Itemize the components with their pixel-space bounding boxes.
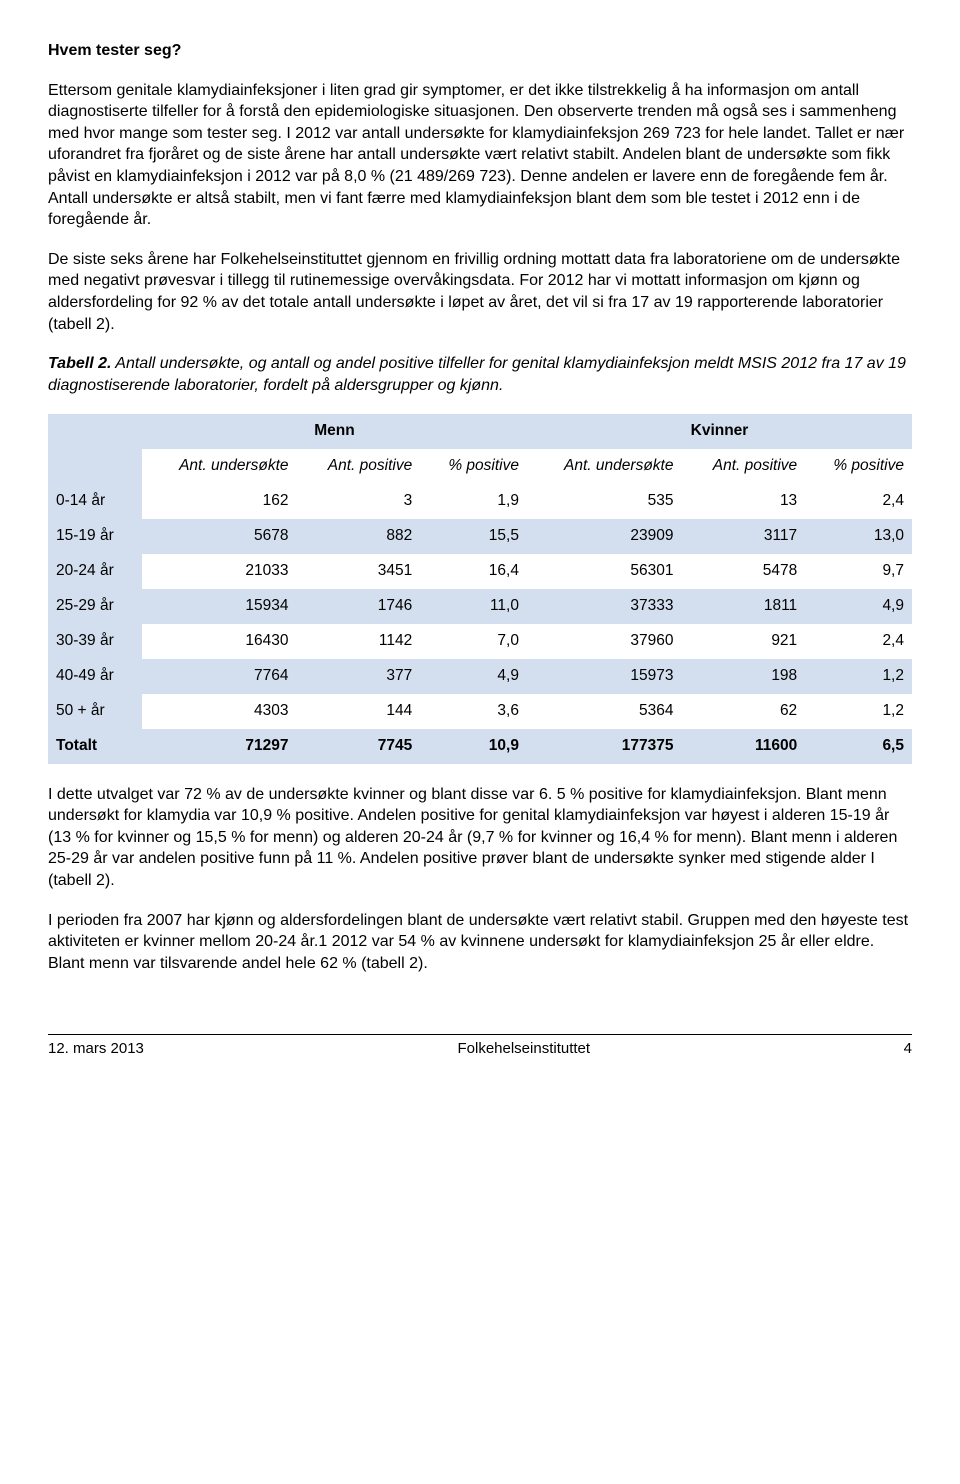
row-label: 25-29 år: [48, 589, 142, 624]
sub-header-3: Ant. undersøkte: [527, 449, 682, 484]
cell: 2,4: [805, 624, 912, 659]
cell: 3451: [297, 554, 421, 589]
sub-header-empty: [48, 449, 142, 484]
table-caption: Tabell 2. Antall undersøkte, og antall o…: [48, 353, 912, 396]
sub-header-4: Ant. positive: [681, 449, 805, 484]
cell: 1142: [297, 624, 421, 659]
cell: 71297: [142, 729, 297, 764]
table-corner-cell: [48, 414, 142, 449]
cell: 15,5: [420, 519, 527, 554]
cell: 3,6: [420, 694, 527, 729]
table-body: 0-14 år 162 3 1,9 535 13 2,4 15-19 år 56…: [48, 484, 912, 763]
cell: 3: [297, 484, 421, 519]
page-footer: 12. mars 2013 Folkehelseinstituttet 4: [48, 1034, 912, 1059]
table-row: 25-29 år 15934 1746 11,0 37333 1811 4,9: [48, 589, 912, 624]
table-row: 50 + år 4303 144 3,6 5364 62 1,2: [48, 694, 912, 729]
paragraph-2: De siste seks årene har Folkehelseinstit…: [48, 249, 912, 335]
paragraph-1: Ettersom genitale klamydiainfeksjoner i …: [48, 80, 912, 231]
cell: 1,2: [805, 659, 912, 694]
cell: 7,0: [420, 624, 527, 659]
data-table: Menn Kvinner Ant. undersøkte Ant. positi…: [48, 414, 912, 763]
cell: 5364: [527, 694, 682, 729]
paragraph-5: I perioden fra 2007 har kjønn og aldersf…: [48, 910, 912, 975]
table-row: 0-14 år 162 3 1,9 535 13 2,4: [48, 484, 912, 519]
sub-header-1: Ant. positive: [297, 449, 421, 484]
cell: 6,5: [805, 729, 912, 764]
table-total-row: Totalt 71297 7745 10,9 177375 11600 6,5: [48, 729, 912, 764]
cell: 16,4: [420, 554, 527, 589]
cell: 882: [297, 519, 421, 554]
cell: 16430: [142, 624, 297, 659]
row-label: 50 + år: [48, 694, 142, 729]
cell: 15973: [527, 659, 682, 694]
cell: 177375: [527, 729, 682, 764]
cell: 5478: [681, 554, 805, 589]
cell: 4,9: [420, 659, 527, 694]
cell: 5678: [142, 519, 297, 554]
table-row: 30-39 år 16430 1142 7,0 37960 921 2,4: [48, 624, 912, 659]
table-caption-text: Antall undersøkte, og antall og andel po…: [48, 355, 906, 394]
cell: 37333: [527, 589, 682, 624]
cell: 23909: [527, 519, 682, 554]
cell: 7745: [297, 729, 421, 764]
row-label: 40-49 år: [48, 659, 142, 694]
cell: 37960: [527, 624, 682, 659]
cell: 162: [142, 484, 297, 519]
cell: 2,4: [805, 484, 912, 519]
cell: 10,9: [420, 729, 527, 764]
cell: 11600: [681, 729, 805, 764]
table-caption-label: Tabell 2.: [48, 355, 111, 372]
table-row: 15-19 år 5678 882 15,5 23909 3117 13,0: [48, 519, 912, 554]
cell: 21033: [142, 554, 297, 589]
paragraph-4: I dette utvalget var 72 % av de undersøk…: [48, 784, 912, 892]
sub-header-5: % positive: [805, 449, 912, 484]
cell: 144: [297, 694, 421, 729]
row-label: 0-14 år: [48, 484, 142, 519]
row-label: 20-24 år: [48, 554, 142, 589]
cell: 198: [681, 659, 805, 694]
cell: 56301: [527, 554, 682, 589]
cell: 1746: [297, 589, 421, 624]
cell: 4303: [142, 694, 297, 729]
footer-date: 12. mars 2013: [48, 1039, 144, 1059]
cell: 13: [681, 484, 805, 519]
cell: 4,9: [805, 589, 912, 624]
cell: 62: [681, 694, 805, 729]
row-label: 15-19 år: [48, 519, 142, 554]
cell: 1,9: [420, 484, 527, 519]
cell: 15934: [142, 589, 297, 624]
cell: 1,2: [805, 694, 912, 729]
row-label: 30-39 år: [48, 624, 142, 659]
footer-center: Folkehelseinstituttet: [457, 1039, 590, 1059]
total-label: Totalt: [48, 729, 142, 764]
cell: 7764: [142, 659, 297, 694]
cell: 535: [527, 484, 682, 519]
cell: 9,7: [805, 554, 912, 589]
group-header-kvinner: Kvinner: [527, 414, 912, 449]
group-header-menn: Menn: [142, 414, 527, 449]
cell: 13,0: [805, 519, 912, 554]
cell: 1811: [681, 589, 805, 624]
cell: 377: [297, 659, 421, 694]
cell: 3117: [681, 519, 805, 554]
section-heading: Hvem tester seg?: [48, 40, 912, 62]
cell: 921: [681, 624, 805, 659]
footer-page-number: 4: [904, 1039, 912, 1059]
sub-header-0: Ant. undersøkte: [142, 449, 297, 484]
table-row: 40-49 år 7764 377 4,9 15973 198 1,2: [48, 659, 912, 694]
sub-header-2: % positive: [420, 449, 527, 484]
table-row: 20-24 år 21033 3451 16,4 56301 5478 9,7: [48, 554, 912, 589]
cell: 11,0: [420, 589, 527, 624]
